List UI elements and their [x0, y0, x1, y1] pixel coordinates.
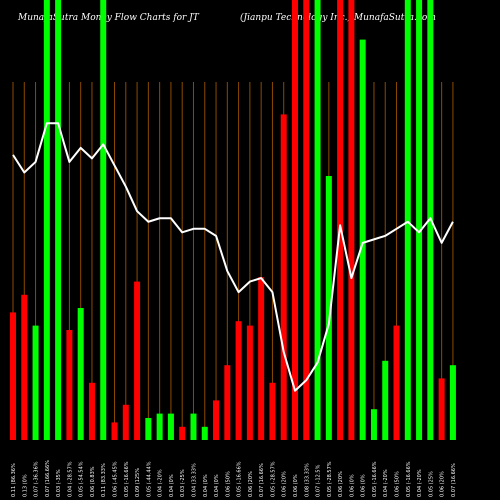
x-tick-label: 0.04 (0% — [169, 474, 175, 497]
bar — [416, 0, 423, 440]
x-tick-label: 0.04 (0% — [214, 474, 220, 497]
x-tick-label: 0.04 (33.33% — [191, 463, 197, 497]
tick-labels: 0.11 (86.36% 0.13 (0% 0.07 (-36.36% 0.07 (1… — [11, 460, 457, 497]
x-tick-label: 0.07 (16.66% — [451, 463, 457, 497]
x-tick-label: 0.03 (-35% — [56, 469, 62, 497]
x-tick-label: 0.06 (50% — [225, 471, 231, 497]
x-tick-label: 0.05 (-54.54% — [79, 461, 85, 497]
x-tick-label: 0.13 (0% — [22, 474, 28, 497]
bar — [359, 39, 366, 440]
bar — [111, 422, 118, 440]
bar — [269, 382, 276, 440]
bars-group — [10, 0, 456, 441]
x-tick-label: 0.05 (-16.66% — [237, 461, 243, 497]
bar — [314, 0, 321, 440]
bar — [449, 365, 456, 440]
bar — [337, 0, 344, 440]
bar — [88, 382, 95, 440]
bar — [156, 413, 163, 440]
bar — [100, 0, 107, 440]
x-tick-label: 0.06 (-45.45% — [113, 461, 119, 497]
x-tick-label: 0.05 (25% — [428, 471, 434, 497]
x-tick-label: 0.03 (-25% — [180, 469, 186, 497]
bar — [224, 365, 231, 440]
x-tick-label: 0.05 (-28.57% — [270, 461, 276, 497]
bar — [348, 0, 355, 440]
bar — [167, 413, 174, 440]
bar — [179, 426, 186, 440]
bar — [370, 409, 377, 440]
x-tick-label: 0.04 (-20% — [158, 469, 164, 497]
x-tick-label: 0.06 (20% — [282, 471, 288, 497]
bar — [32, 325, 39, 440]
x-tick-label: 0.05 (-44.44% — [146, 461, 152, 497]
x-tick-label: 0.06 (0% — [361, 474, 367, 497]
money-flow-line — [12, 122, 454, 392]
x-tick-label: 0.11 (83.33% — [101, 463, 107, 497]
bar — [122, 404, 129, 440]
x-tick-label: 0.09 (125% — [135, 468, 141, 497]
bar — [235, 321, 242, 440]
x-tick-label: 0.06 (20% — [440, 471, 446, 497]
bar — [404, 0, 411, 440]
bar — [292, 0, 298, 440]
bar — [134, 281, 141, 440]
bar — [303, 0, 310, 440]
bar — [325, 176, 332, 440]
bar — [55, 0, 62, 440]
x-tick-label: 0.07 (166.66% — [45, 460, 51, 497]
line-group — [12, 122, 454, 392]
bar — [21, 294, 28, 440]
x-tick-label: 0.04 (0% — [203, 474, 209, 497]
x-tick-label: 0.11 (86.36% — [11, 463, 17, 497]
x-tick-label: 0.06 (0.83% — [90, 466, 96, 497]
x-tick-label: 0.06 (0% — [349, 474, 355, 497]
bar — [280, 114, 287, 441]
x-tick-label: 0.06 (0% — [293, 474, 299, 497]
chart-title-left: MunafaSutra Money Flow Charts for JT — [18, 13, 199, 23]
bar — [190, 413, 197, 440]
bar — [43, 0, 50, 440]
x-tick-label: 0.05 (-28.57% — [327, 461, 333, 497]
x-tick-label: 0.04 (-20% — [383, 469, 389, 497]
x-tick-label: 0.05 (-16.66% — [406, 461, 412, 497]
x-tick-label: 0.05 (-16.66% — [124, 461, 130, 497]
bar — [145, 418, 152, 440]
bar — [258, 277, 265, 440]
bar — [246, 325, 253, 440]
bar — [213, 400, 220, 440]
x-tick-label: 0.05 (-16.66% — [372, 461, 378, 497]
bar — [438, 378, 445, 440]
bar — [382, 360, 389, 440]
bar — [66, 330, 73, 440]
x-tick-label: 0.07 (16.66% — [259, 463, 265, 497]
x-tick-label: 0.07 (-12.5% — [316, 464, 322, 497]
bar — [77, 308, 84, 440]
x-tick-label: 0.06 (20% — [248, 471, 254, 497]
x-tick-label: 0.07 (-36.36% — [34, 461, 40, 497]
x-tick-label: 0.06 (20% — [338, 471, 344, 497]
bar — [10, 312, 16, 440]
x-tick-label: 0.08 (33.33% — [304, 463, 310, 497]
x-tick-label: 0.04 (-28.57% — [67, 461, 73, 497]
bar — [393, 325, 400, 440]
bar — [201, 426, 208, 440]
x-tick-label: 0.04 (-20% — [417, 469, 423, 497]
x-tick-label: 0.06 (50% — [395, 471, 401, 497]
